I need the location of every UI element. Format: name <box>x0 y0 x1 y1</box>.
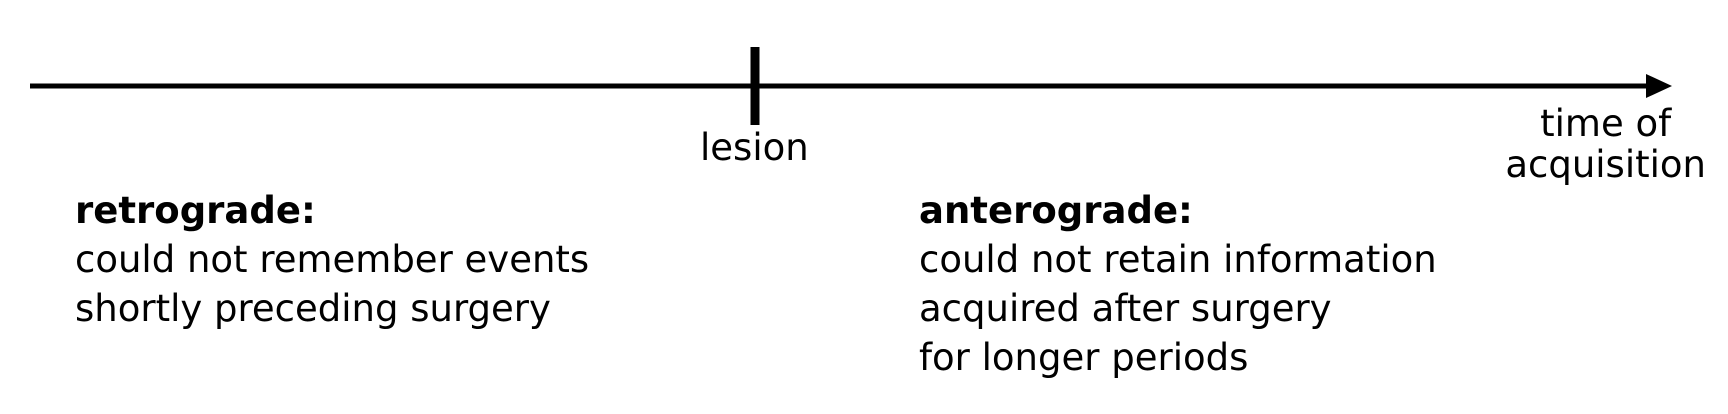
time-axis-arrowhead <box>1646 74 1672 98</box>
retrograde-line-1: could not remember events <box>75 238 590 281</box>
time-axis-label: time of acquisition <box>1505 102 1706 186</box>
anterograde-description: anterograde: could not retain informatio… <box>919 186 1437 382</box>
anterograde-line-1: could not retain information <box>919 238 1437 281</box>
time-axis-label-line-2: acquisition <box>1505 142 1706 186</box>
anterograde-line-3: for longer periods <box>919 336 1249 379</box>
retrograde-heading: retrograde: <box>75 189 316 232</box>
retrograde-description: retrograde: could not remember events sh… <box>75 186 589 333</box>
lesion-label: lesion <box>700 126 809 169</box>
retrograde-line-2: shortly preceding surgery <box>75 287 551 330</box>
anterograde-line-2: acquired after surgery <box>919 287 1332 330</box>
time-axis-label-line-1: time of <box>1540 102 1672 145</box>
anterograde-heading: anterograde: <box>919 189 1193 232</box>
